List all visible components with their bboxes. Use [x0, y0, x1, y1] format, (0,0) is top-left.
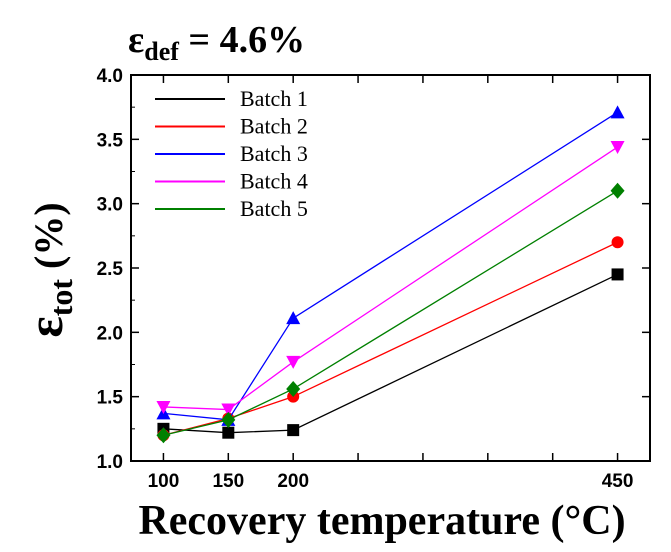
data-point	[156, 427, 171, 444]
legend-label: Batch 5	[240, 196, 308, 221]
plot-frame	[130, 74, 651, 462]
data-point	[287, 424, 300, 437]
y-tick-label: 2.5	[97, 259, 124, 280]
data-point	[610, 105, 625, 119]
x-tick-label: 450	[602, 471, 634, 492]
legend-label: Batch 3	[240, 141, 308, 166]
data-point	[610, 141, 625, 155]
x-tick-label: 200	[277, 471, 309, 492]
y-tick-label: 1.5	[97, 388, 124, 409]
legend-label: Batch 1	[240, 86, 308, 111]
data-point	[611, 268, 624, 281]
data-point	[610, 182, 625, 199]
data-point	[286, 380, 301, 397]
series-line	[163, 146, 618, 411]
legend-label: Batch 2	[240, 114, 308, 139]
data-point	[221, 403, 236, 417]
series-5	[156, 182, 625, 444]
data-point	[611, 236, 624, 249]
data-point	[156, 400, 171, 414]
x-axis-label: Recovery temperature (°C)	[138, 498, 625, 544]
data-point	[221, 411, 236, 428]
series-line	[163, 273, 618, 434]
legend-label: Batch 4	[240, 169, 308, 194]
y-tick-label: 1.0	[97, 452, 123, 473]
data-point	[286, 355, 301, 369]
series-4	[156, 141, 625, 417]
y-tick-label: 2.0	[97, 323, 123, 344]
chart-title: εdef = 4.6%	[128, 19, 305, 66]
y-axis-label: εtot (%)	[17, 202, 79, 337]
x-tick-label: 150	[212, 471, 244, 492]
data-point	[286, 311, 301, 325]
series-line	[163, 190, 618, 436]
series-3	[156, 105, 625, 426]
data-point	[222, 426, 235, 439]
y-tick-label: 3.5	[97, 130, 124, 151]
x-tick-label: 100	[148, 471, 180, 492]
series-line	[163, 111, 618, 421]
y-tick-label: 3.0	[97, 195, 123, 216]
y-tick-label: 4.0	[97, 66, 123, 87]
series-1	[157, 268, 624, 439]
